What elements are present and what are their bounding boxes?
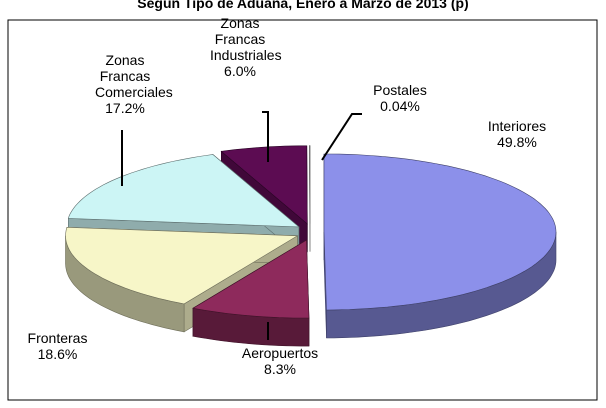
data-label: Fronteras 18.6% (10, 330, 105, 362)
category-label: Zonas Francas Comerciales (95, 52, 173, 100)
value-label: 8.3% (264, 361, 296, 377)
data-label: Postales 0.04% (355, 82, 445, 114)
category-label: Aeropuertos (241, 345, 319, 361)
pie-slice (65, 226, 299, 305)
category-label: Interiores (487, 118, 547, 134)
pie-slice (323, 153, 557, 311)
value-label: 49.8% (497, 134, 537, 150)
category-label: Fronteras (27, 330, 88, 346)
leader-lines (121, 111, 362, 340)
leader-line (262, 111, 269, 162)
category-label: Postales (373, 82, 427, 98)
pie-slice (192, 239, 310, 319)
value-label: 0.04% (380, 98, 420, 114)
chart-title: Según Tipo de Aduana, Enero a Marzo de 2… (137, 0, 469, 11)
data-label: Aeropuertos 8.3% (225, 345, 335, 377)
leader-line (321, 113, 362, 161)
value-label: 17.2% (105, 100, 145, 116)
pie (65, 145, 557, 347)
value-label: 18.6% (37, 346, 78, 362)
plot-border (7, 19, 598, 401)
pie-slice (67, 154, 300, 228)
pie-slice (309, 145, 311, 224)
data-label: Zonas Francas Comerciales 17.2% (70, 52, 180, 116)
pie-slice (220, 145, 308, 225)
category-label: Zonas Francas Industriales (210, 15, 282, 63)
value-label: 6.0% (224, 63, 256, 79)
data-label: Interiores 49.8% (462, 118, 572, 150)
data-label: Zonas Francas Industriales 6.0% (190, 15, 290, 79)
